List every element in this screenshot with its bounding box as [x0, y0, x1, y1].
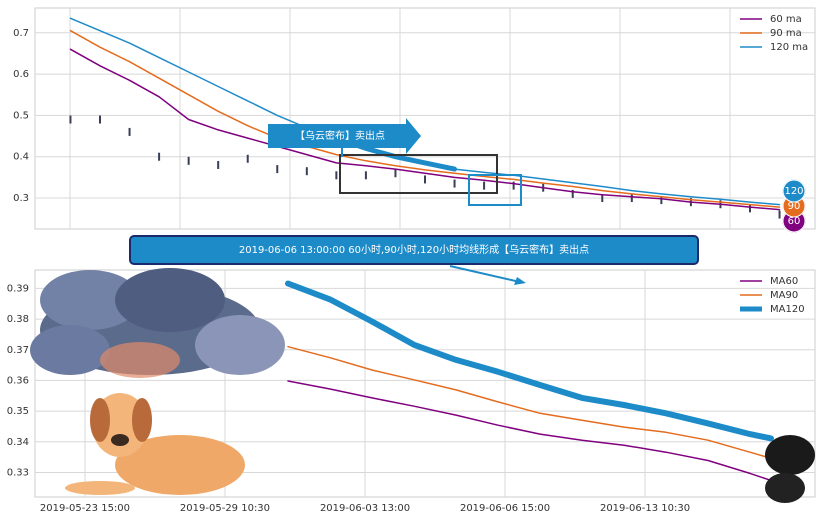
series-line [285, 280, 774, 442]
y-tick-label: 0.39 [7, 283, 29, 294]
price-bar [364, 171, 367, 180]
x-tick-label: 2019-06-03 13:00 [320, 503, 410, 514]
x-tick-label: 2019-06-06 15:00 [460, 503, 550, 514]
end-label: 60 [788, 216, 801, 227]
price-bar [630, 194, 633, 203]
price-bar [778, 210, 781, 219]
x-tick-label: 2019-06-13 10:30 [600, 503, 690, 514]
banner-arrow-head [514, 277, 526, 285]
price-bar [158, 152, 161, 161]
price-bar [483, 181, 486, 190]
y-tick-label: 0.7 [13, 28, 29, 39]
y-tick-label: 0.4 [13, 152, 29, 163]
banner-arrow [449, 265, 521, 283]
banner-text: 2019-06-06 13:00:00 60小时,90小时,120小时均线形成【… [239, 243, 589, 256]
arrow-label: 【乌云密布】卖出点 [295, 129, 385, 142]
price-bar [453, 179, 456, 188]
price-bar [660, 196, 663, 205]
y-tick-label: 0.3 [13, 193, 29, 204]
highlight-box-small [468, 174, 522, 206]
price-bar [305, 167, 308, 176]
price-bar [187, 156, 190, 165]
y-tick-label: 0.35 [7, 406, 29, 417]
price-bar [246, 154, 249, 163]
price-bar [424, 175, 426, 184]
price-bar [571, 189, 574, 198]
legend-label: MA60 [770, 276, 798, 287]
y-tick-label: 0.33 [7, 467, 29, 478]
price-bar [512, 181, 515, 190]
price-bar [601, 194, 604, 203]
price-bar [335, 171, 338, 180]
plot-area [34, 7, 816, 230]
dark-cloud-illustration [765, 435, 815, 503]
price-bar [99, 115, 101, 124]
series-line [287, 345, 772, 460]
x-tick-label: 2019-05-23 15:00 [40, 503, 130, 514]
series-line [287, 380, 772, 482]
y-tick-label: 0.37 [7, 345, 29, 356]
end-label: 90 [788, 201, 801, 212]
y-tick-label: 0.5 [13, 110, 29, 121]
cloud-illustration [30, 268, 285, 378]
x-tick-label: 2019-05-29 10:30 [180, 503, 270, 514]
price-bar [69, 115, 72, 124]
y-tick-label: 0.6 [13, 69, 29, 80]
dog-illustration [65, 393, 245, 495]
legend-label: 120 ma [770, 42, 808, 53]
end-label: 120 [784, 186, 803, 197]
arrow-shape [268, 118, 421, 154]
y-tick-label: 0.38 [7, 314, 29, 325]
end-marker [782, 179, 806, 203]
legend-label: 60 ma [770, 14, 802, 25]
series-line [69, 29, 781, 208]
price-bar [128, 127, 131, 136]
legend-label: MA120 [770, 304, 805, 315]
series-line [69, 48, 781, 211]
legend-label: MA90 [770, 290, 798, 301]
price-bar [394, 169, 397, 178]
price-bar [749, 204, 751, 213]
y-tick-label: 0.36 [7, 375, 29, 386]
price-bar [276, 165, 279, 174]
y-tick-label: 0.34 [7, 437, 29, 448]
banner-box [129, 235, 699, 265]
price-bar [217, 160, 220, 169]
legend-label: 90 ma [770, 28, 802, 39]
